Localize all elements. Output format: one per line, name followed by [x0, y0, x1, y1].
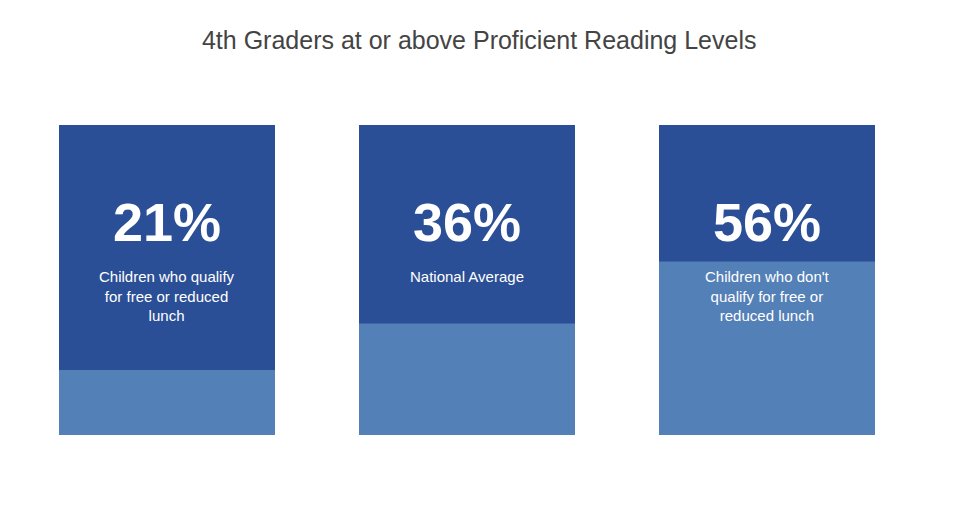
svg-text:4th Graders at or above Profic: 4th Graders at or above Proficient Readi… [202, 26, 756, 54]
svg-text:National Average: National Average [410, 268, 524, 285]
svg-text:Children who don'tqualify for: Children who don'tqualify for free orred… [705, 268, 830, 324]
svg-text:Children who qualifyfor free o: Children who qualifyfor free or reducedl… [99, 268, 235, 324]
svg-text:56%: 56% [713, 192, 821, 252]
svg-text:36%: 36% [413, 192, 521, 252]
svg-text:21%: 21% [113, 192, 221, 252]
